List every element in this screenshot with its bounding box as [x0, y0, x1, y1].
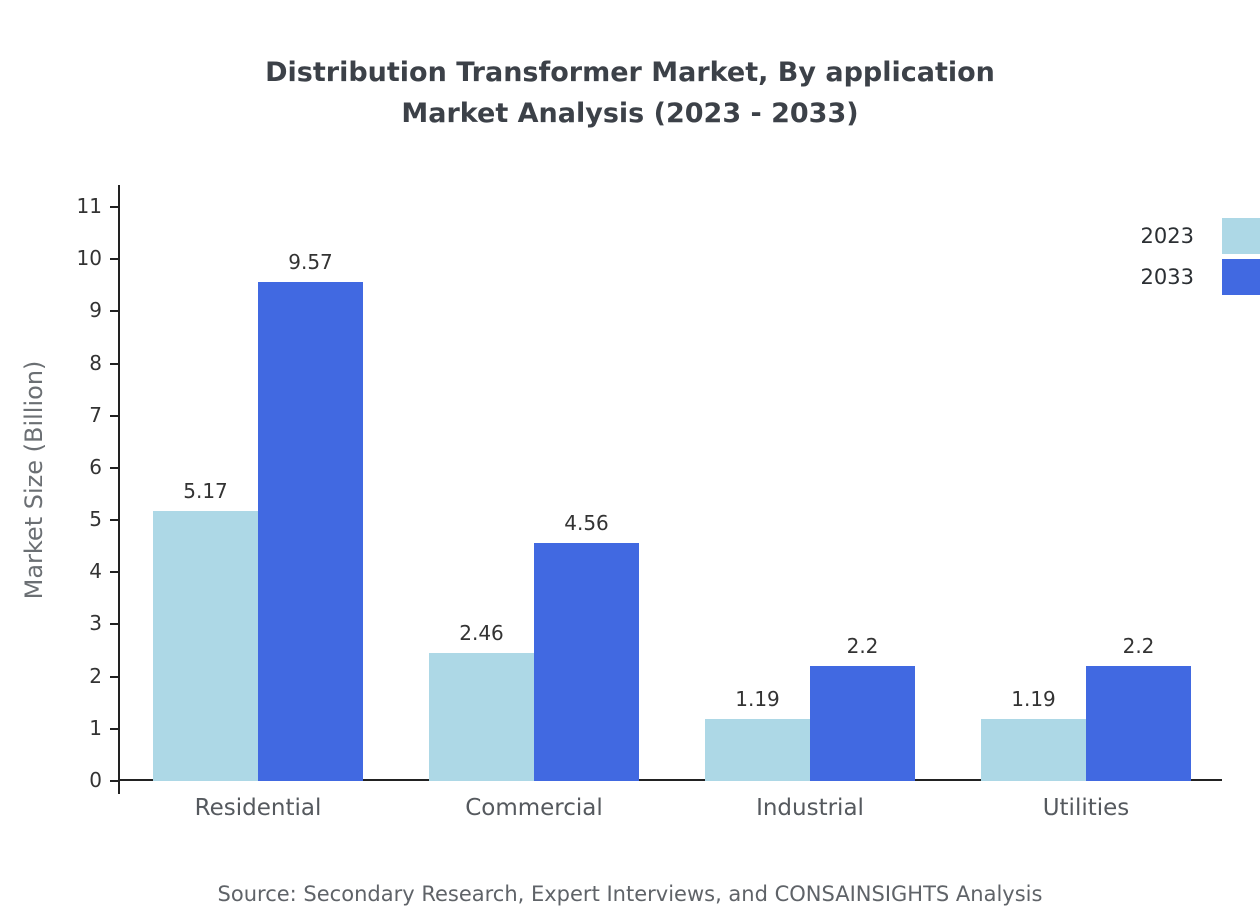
bar-value-label: 2.2	[1122, 634, 1155, 659]
y-tick-label: 1	[89, 715, 102, 740]
y-tick-label: 4	[89, 559, 102, 584]
y-axis-tick	[110, 571, 119, 574]
x-axis-origin-tick	[118, 781, 120, 794]
bar-2023-utilities	[981, 718, 1086, 781]
y-tick-label: 10	[76, 246, 102, 271]
x-category-label: Commercial	[465, 795, 603, 821]
y-axis-tick	[110, 310, 119, 313]
y-axis-tick	[110, 675, 119, 678]
chart-title-line2: Market Analysis (2023 - 2033)	[401, 98, 859, 129]
y-axis-tick	[110, 780, 119, 782]
y-tick-label: 3	[89, 611, 102, 636]
y-tick-label: 8	[89, 350, 102, 375]
source-note: Source: Secondary Research, Expert Inter…	[217, 882, 1043, 906]
bar-2023-residential	[153, 511, 258, 781]
x-category-label: Residential	[194, 795, 322, 821]
bar-value-label: 4.56	[564, 511, 609, 536]
bar-2033-industrial	[810, 666, 915, 781]
bar-value-label: 5.17	[183, 479, 228, 504]
legend-label: 2033	[1140, 265, 1194, 289]
y-axis-tick	[110, 519, 119, 522]
bar-value-label: 9.57	[288, 249, 333, 274]
y-tick-label: 11	[76, 194, 102, 218]
y-axis-tick	[110, 623, 119, 626]
y-tick-label: 9	[89, 298, 102, 323]
x-category-label: Industrial	[756, 795, 864, 821]
bar-2033-commercial	[534, 543, 639, 781]
chart-title-line1: Distribution Transformer Market, By appl…	[265, 57, 995, 88]
bar-2023-industrial	[705, 718, 810, 781]
y-tick-label: 6	[89, 454, 102, 479]
y-tick-label: 2	[89, 663, 102, 688]
legend: 2023 2033	[1141, 218, 1260, 300]
bar-2023-commercial	[429, 652, 534, 781]
y-tick-label: 7	[89, 402, 102, 427]
y-tick-label: 5	[89, 507, 102, 532]
chart-title: Distribution Transformer Market, By appl…	[0, 52, 1260, 134]
y-axis-tick	[110, 414, 119, 417]
y-tick-label: 0	[89, 768, 102, 792]
y-axis-tick	[110, 206, 119, 208]
legend-item: 2023	[1141, 218, 1260, 254]
bar-value-label: 2.2	[846, 634, 879, 659]
legend-swatch	[1222, 259, 1260, 295]
bar-2033-utilities	[1086, 666, 1191, 781]
bar-value-label: 1.19	[1011, 686, 1056, 711]
bar-2033-residential	[258, 281, 363, 781]
legend-item: 2033	[1141, 259, 1260, 295]
x-category-label: Utilities	[1042, 795, 1130, 821]
legend-label: 2023	[1140, 224, 1194, 248]
legend-swatch	[1222, 218, 1260, 254]
y-axis-label: Market Size (Billion)	[20, 360, 48, 600]
bar-value-label: 1.19	[735, 686, 780, 711]
plot-area: 0 1 2 3 4 5 6 7 8 9 10 11 5.17 9.57 Residential 2.46 4.5…	[77, 185, 1222, 821]
y-axis-tick	[110, 727, 119, 730]
y-axis-tick	[110, 258, 119, 261]
y-axis-tick	[110, 466, 119, 469]
y-axis-tick	[110, 362, 119, 365]
bar-value-label: 2.46	[459, 620, 504, 645]
